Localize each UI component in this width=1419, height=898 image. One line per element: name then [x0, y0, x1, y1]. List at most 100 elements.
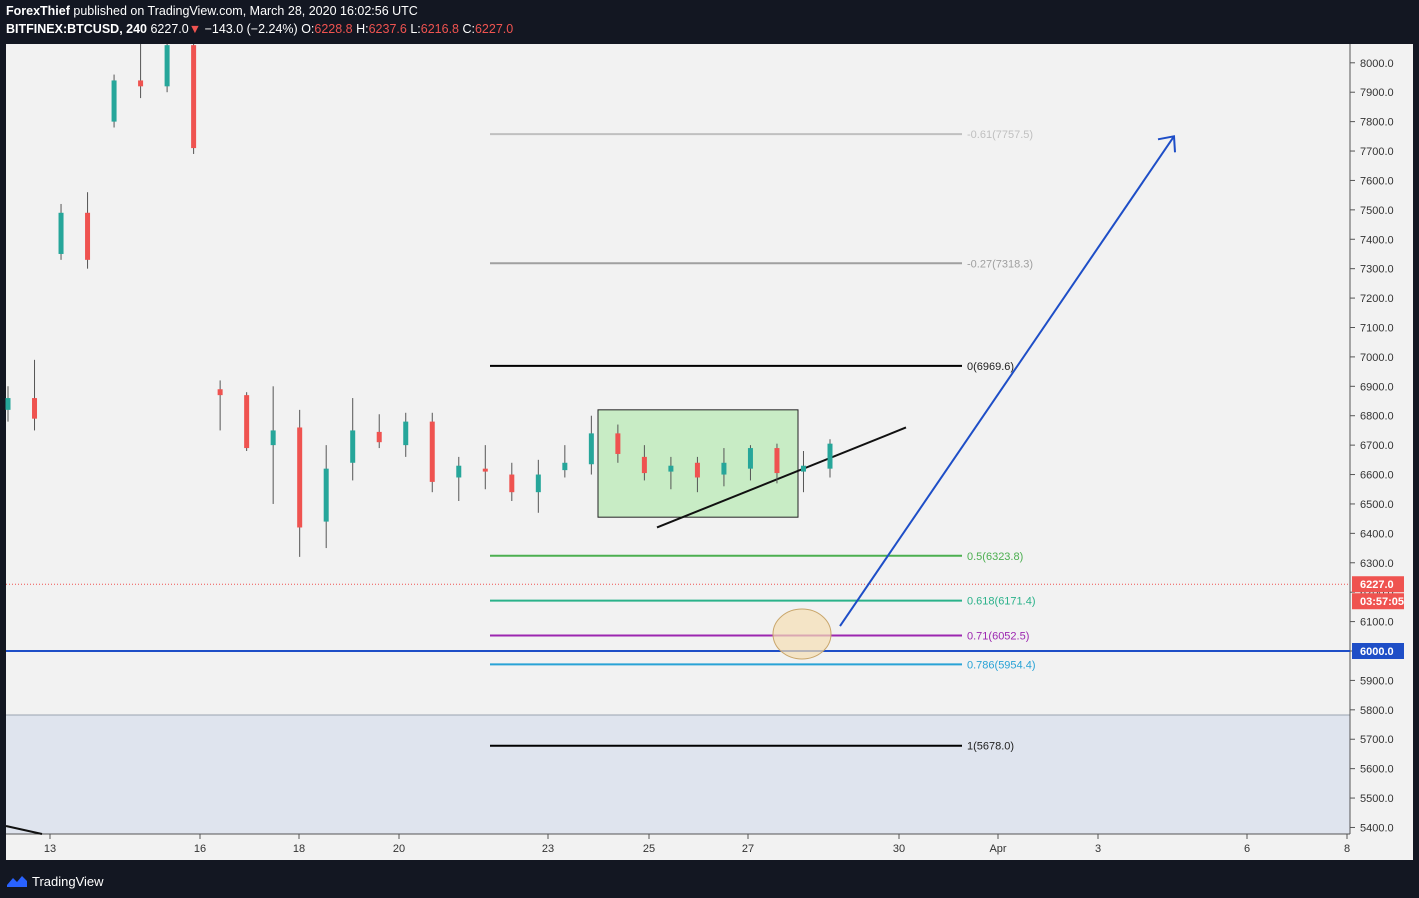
- tradingview-logo[interactable]: TradingView: [6, 870, 104, 892]
- candle-body: [244, 395, 250, 449]
- high-label: H:: [356, 22, 369, 36]
- candle-body: [774, 448, 780, 474]
- y-tick-label: 5600.0: [1360, 764, 1394, 776]
- y-tick-label: 5500.0: [1360, 793, 1394, 805]
- x-tick-label: 30: [893, 843, 905, 855]
- support-price-tag: 6000.0: [1360, 646, 1394, 658]
- candle-body: [32, 398, 38, 419]
- y-tick-label: 7200.0: [1360, 293, 1394, 305]
- candle-body: [164, 45, 170, 87]
- y-tick-label: 7100.0: [1360, 322, 1394, 334]
- candle-body: [509, 474, 515, 493]
- y-tick-label: 7600.0: [1360, 175, 1394, 187]
- support-price-tag-bg: [1352, 643, 1404, 659]
- fib-level-label: 0.618(6171.4): [967, 596, 1036, 608]
- projection-arrow[interactable]: [839, 135, 1175, 627]
- candle-body: [85, 212, 91, 260]
- candle-body: [58, 212, 64, 254]
- candle-body: [403, 421, 409, 446]
- candle-body: [138, 80, 144, 87]
- y-tick-label: 6100.0: [1360, 617, 1394, 629]
- candle-body: [323, 468, 329, 522]
- candle-body: [721, 462, 727, 475]
- candle-body: [350, 430, 356, 463]
- y-tick-label: 7000.0: [1360, 352, 1394, 364]
- y-tick-label: 6900.0: [1360, 381, 1394, 393]
- y-tick-label: 6300.0: [1360, 558, 1394, 570]
- y-tick-label: 5800.0: [1360, 705, 1394, 717]
- low-label: L:: [410, 22, 421, 36]
- projection-arrowhead: [1157, 135, 1176, 153]
- candle-body: [641, 456, 647, 474]
- high-value: 6237.6: [368, 22, 407, 36]
- down-arrow-icon: ▼: [188, 22, 202, 36]
- x-tick-label: 20: [393, 843, 405, 855]
- price-change: −143.0 (−2.24%): [204, 22, 298, 36]
- trendline-fragment[interactable]: [5, 825, 43, 835]
- close-value: 6227.0: [474, 22, 514, 36]
- fib-level-label: 0.5(6323.8): [967, 551, 1023, 563]
- ohlc-legend: BITFINEX:BTCUSD, 240 6227.0 ▼ −143.0 (−2.…: [6, 22, 513, 36]
- y-tick-label: 7700.0: [1360, 146, 1394, 158]
- x-tick-label: 8: [1344, 843, 1350, 855]
- candle-body: [615, 433, 621, 454]
- y-tick-label: 6600.0: [1360, 470, 1394, 482]
- last-price-tag-bg: [1352, 576, 1404, 593]
- candle-body: [588, 433, 594, 465]
- candle-body: [217, 389, 223, 396]
- x-tick-label: 27: [742, 843, 754, 855]
- x-tick-label: Apr: [989, 843, 1006, 855]
- fib-level-label: -0.27(7318.3): [967, 258, 1033, 270]
- time-axis[interactable]: [6, 834, 1413, 860]
- y-tick-label: 7900.0: [1360, 87, 1394, 99]
- candle-body: [482, 468, 488, 472]
- author-name[interactable]: ForexThief: [6, 4, 70, 18]
- price-axis[interactable]: [1350, 44, 1413, 834]
- y-tick-label: 6500.0: [1360, 499, 1394, 511]
- candle-body: [5, 398, 11, 410]
- x-tick-label: 13: [44, 843, 56, 855]
- low-value: 6216.8: [420, 22, 459, 36]
- candle-body: [191, 45, 197, 149]
- y-tick-label: 5900.0: [1360, 675, 1394, 687]
- y-tick-label: 5400.0: [1360, 822, 1394, 834]
- open-label: O:: [301, 22, 315, 36]
- countdown-tag: 03:57:05: [1360, 596, 1404, 608]
- trendline[interactable]: [656, 426, 907, 529]
- fib-level-label: 1(5678.0): [967, 741, 1014, 753]
- candle-body: [747, 448, 753, 469]
- lower-zone: [6, 715, 1350, 834]
- brand-label: TradingView: [32, 873, 104, 889]
- candle-body: [668, 465, 674, 472]
- y-tick-label: 6700.0: [1360, 440, 1394, 452]
- x-tick-label: 6: [1244, 843, 1250, 855]
- tradingview-icon: [7, 876, 27, 887]
- x-tick-label: 3: [1095, 843, 1101, 855]
- y-tick-label: 7400.0: [1360, 234, 1394, 246]
- y-tick-label: 6800.0: [1360, 411, 1394, 423]
- countdown-tag-bg: [1352, 593, 1404, 610]
- open-value: 6228.8: [314, 22, 353, 36]
- y-tick-label: 7300.0: [1360, 264, 1394, 276]
- y-tick-label: 5700.0: [1360, 734, 1394, 746]
- fib-level-label: 0.786(5954.4): [967, 659, 1036, 671]
- published-text: published on TradingView.com, March 28, …: [73, 4, 418, 18]
- candle-body: [429, 421, 435, 482]
- candle-body: [562, 462, 568, 471]
- highlight-circle[interactable]: [772, 608, 832, 660]
- y-tick-label: 7500.0: [1360, 205, 1394, 217]
- y-tick-label: 7800.0: [1360, 117, 1394, 129]
- candle-body: [535, 474, 541, 493]
- x-tick-label: 16: [194, 843, 206, 855]
- fib-level-label: 0.71(6052.5): [967, 631, 1029, 643]
- fib-level-label: -0.61(7757.5): [967, 129, 1033, 141]
- candle-body: [270, 430, 276, 446]
- x-tick-label: 25: [643, 843, 655, 855]
- last-price-tag: 6227.0: [1360, 579, 1394, 591]
- symbol-label[interactable]: BITFINEX:BTCUSD, 240: [6, 22, 147, 36]
- fib-level-label: 0(6969.6): [967, 361, 1014, 373]
- x-tick-label: 23: [542, 843, 554, 855]
- candle-body: [111, 80, 117, 122]
- candle-body: [800, 465, 806, 472]
